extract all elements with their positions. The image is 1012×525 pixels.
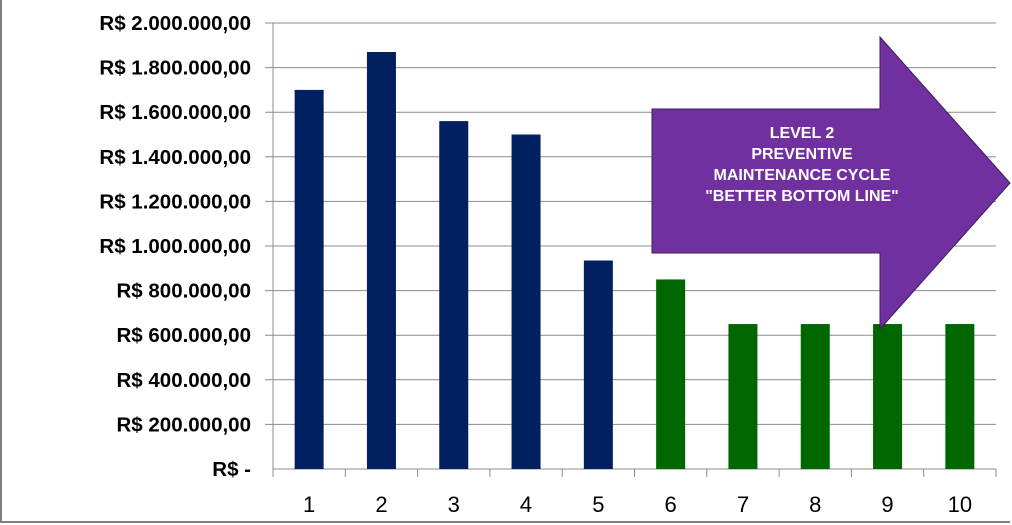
bar-10 bbox=[945, 324, 975, 469]
x-tick-label: 4 bbox=[520, 492, 532, 517]
annotation-line: "BETTER BOTTOM LINE" bbox=[705, 188, 899, 205]
x-tick-label: 6 bbox=[665, 492, 677, 517]
y-tick-label: R$ 1.800.000,00 bbox=[99, 57, 251, 80]
annotation-text: LEVEL 2 PREVENTIVE MAINTENANCE CYCLE "BETTE… bbox=[705, 125, 899, 205]
x-axis: 1 2 3 4 5 6 7 8 9 10 bbox=[272, 468, 997, 517]
y-tick-label: R$ 1.000.000,00 bbox=[99, 235, 251, 258]
bar-5 bbox=[583, 260, 613, 469]
x-tick-label: 2 bbox=[375, 492, 387, 517]
y-tick-label: R$ 400.000,00 bbox=[116, 369, 251, 392]
x-tick-label: 7 bbox=[737, 492, 749, 517]
bar-7 bbox=[728, 324, 758, 469]
x-tick-label: 3 bbox=[448, 492, 460, 517]
y-tick-label: R$ 2.000.000,00 bbox=[99, 12, 251, 35]
bar-2 bbox=[366, 51, 396, 470]
bar-8 bbox=[800, 324, 830, 469]
x-tick-label: 10 bbox=[948, 492, 972, 517]
annotation-line: MAINTENANCE CYCLE bbox=[714, 167, 891, 184]
annotation-line: LEVEL 2 bbox=[770, 125, 835, 142]
y-tick-label: R$ 1.400.000,00 bbox=[99, 146, 251, 169]
bar-1 bbox=[294, 89, 324, 470]
bars bbox=[294, 51, 975, 470]
bar-6 bbox=[656, 279, 686, 469]
bar-3 bbox=[439, 121, 469, 470]
y-tick-label: R$ 800.000,00 bbox=[116, 280, 251, 303]
purple-arrow-shape bbox=[651, 35, 1011, 331]
annotation-line: PREVENTIVE bbox=[751, 146, 853, 163]
y-tick-label: R$ 200.000,00 bbox=[116, 413, 251, 436]
y-tick-label: R$ 1.600.000,00 bbox=[99, 101, 251, 124]
x-tick-label: 8 bbox=[809, 492, 821, 517]
annotation-arrow: LEVEL 2 PREVENTIVE MAINTENANCE CYCLE "BETTE… bbox=[651, 35, 1011, 331]
x-tick-label: 1 bbox=[303, 492, 315, 517]
y-tick-label: R$ - bbox=[212, 458, 251, 481]
y-tick-label: R$ 600.000,00 bbox=[116, 324, 251, 347]
y-tick-label: R$ 1.200.000,00 bbox=[99, 190, 251, 213]
x-tick-label: 9 bbox=[881, 492, 893, 517]
bar-9 bbox=[873, 324, 903, 469]
y-axis-tick-labels: R$ - R$ 200.000,00 R$ 400.000,00 R$ 600.000… bbox=[99, 12, 251, 481]
x-tick-label: 5 bbox=[592, 492, 604, 517]
bar-4 bbox=[511, 134, 541, 469]
